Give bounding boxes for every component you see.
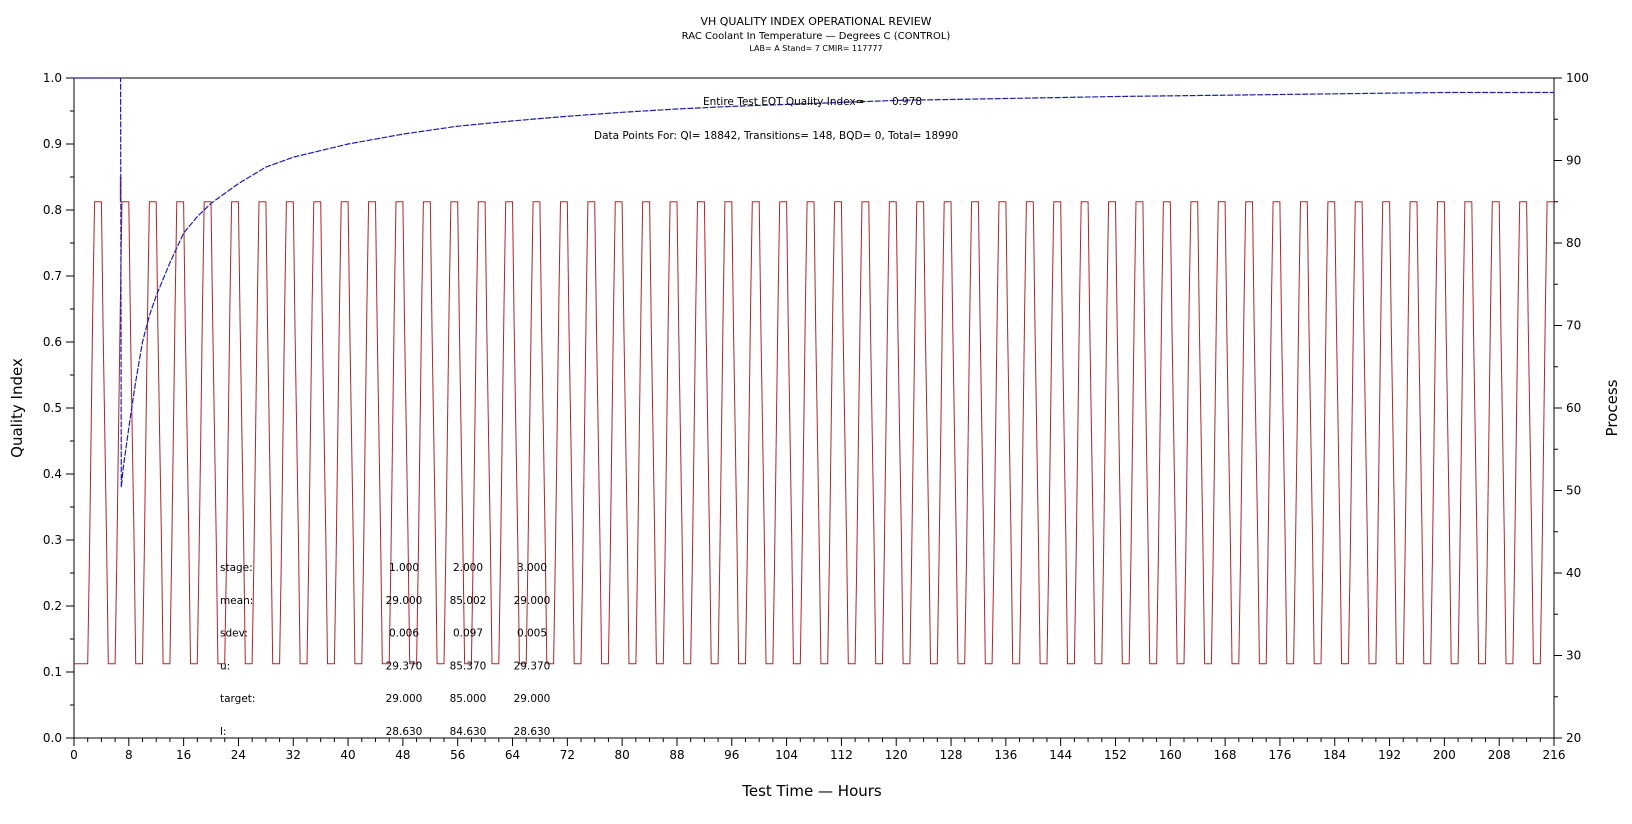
x-tick-label: 184 [1323,748,1346,762]
y-tick-label: 0.7 [43,269,62,283]
y2-tick-label: 50 [1566,484,1581,498]
stats-cell: 2.000 [453,562,483,574]
x-tick-label: 72 [560,748,575,762]
x-tick-label: 160 [1159,748,1182,762]
x-tick-label: 80 [615,748,630,762]
stats-row-label: stage: [220,562,253,574]
x-tick-label: 128 [940,748,963,762]
y2-tick-label: 70 [1566,319,1581,333]
x-tick-label: 136 [994,748,1017,762]
y-tick-label: 0.0 [43,731,62,745]
y-tick-label: 0.2 [43,599,62,613]
x-tick-label: 216 [1543,748,1566,762]
stats-cell: 29.370 [386,660,423,672]
stats-cell: 85.370 [450,660,487,672]
data-points-summary: Data Points For: QI= 18842, Transitions=… [594,130,958,142]
stats-cell: 0.006 [389,628,419,640]
x-tick-label: 192 [1378,748,1401,762]
chart-subtitle: RAC Coolant In Temperature — Degrees C (… [682,31,951,42]
x-tick-label: 144 [1049,748,1072,762]
stats-cell: 28.630 [386,726,423,738]
y-tick-label: 0.8 [43,203,62,217]
x-axis: 0 8 16 24 32 40 48 56 64 72 80 88 96 104 112 120 128 136 1… [70,738,1565,762]
x-tick-label: 16 [176,748,191,762]
y2-tick-label: 100 [1566,71,1589,85]
x-tick-label: 152 [1104,748,1127,762]
x-tick-label: 32 [286,748,301,762]
x-tick-label: 64 [505,748,520,762]
process-series [74,177,1554,665]
stats-cell: 29.000 [386,693,423,705]
y-tick-label: 0.5 [43,401,62,415]
stats-cell: 85.002 [450,595,487,607]
stats-cell: 1.000 [389,562,419,574]
stats-cell: 29.000 [514,693,551,705]
y-axis-right: 20 30 40 50 60 70 80 90 100 [1554,71,1589,745]
stats-table: stage: 1.000 2.000 3.000 mean: 29.000 85.002 29… [220,562,550,738]
stats-cell: 84.630 [450,726,487,738]
y-tick-label: 0.9 [43,137,62,151]
y-tick-label: 0.6 [43,335,62,349]
stats-row-label: target: [220,693,255,705]
stats-cell: 85.000 [450,693,487,705]
stats-cell: 0.097 [453,628,483,640]
y-axis-left: 0.0 0.1 0.2 0.3 0.4 0.5 0.6 0.7 0.8 0.9 1.0 [43,71,74,745]
x-tick-label: 56 [450,748,465,762]
stats-cell: 29.000 [386,595,423,607]
x-tick-label: 176 [1268,748,1291,762]
x-tick-label: 96 [724,748,739,762]
stats-cell: 3.000 [517,562,547,574]
stats-row-label: sdev: [220,628,248,640]
y2-axis-title: Process [1603,379,1621,436]
y2-tick-label: 20 [1566,731,1581,745]
x-tick-label: 168 [1214,748,1237,762]
eot-quality-label: Entire Test EOT Quality Index= [703,96,864,108]
x-tick-label: 40 [340,748,355,762]
y-tick-label: 1.0 [43,71,62,85]
process-line [74,201,1554,665]
y-tick-label: 0.3 [43,533,62,547]
chart-subtitle-lab: LAB= A Stand= 7 CMIR= 117777 [749,44,882,53]
stats-row-label: u: [220,660,230,672]
x-tick-label: 104 [775,748,798,762]
stats-cell: 29.370 [514,660,551,672]
stats-cell: 28.630 [514,726,551,738]
y-tick-label: 0.4 [43,467,62,481]
stats-row-label: l: [220,726,226,738]
x-tick-label: 48 [395,748,410,762]
stats-row-label: mean: [220,595,253,607]
x-tick-label: 88 [669,748,684,762]
y2-tick-label: 40 [1566,566,1581,580]
eot-quality-value: 0.978 [892,96,922,108]
y-axis-title: Quality Index [8,358,26,458]
quality-index-line [74,77,1554,488]
x-tick-label: 24 [231,748,246,762]
y2-tick-label: 90 [1566,154,1581,168]
y-tick-label: 0.1 [43,665,62,679]
x-axis-title: Test Time — Hours [741,782,882,800]
x-tick-label: 208 [1488,748,1511,762]
y2-tick-label: 60 [1566,401,1581,415]
x-tick-label: 8 [125,748,133,762]
x-tick-label: 120 [885,748,908,762]
quality-index-series [74,77,1554,488]
stats-cell: 29.000 [514,595,551,607]
x-tick-label: 200 [1433,748,1456,762]
stats-cell: 0.005 [517,628,547,640]
y2-tick-label: 30 [1566,649,1581,663]
x-tick-label: 112 [830,748,853,762]
chart-title: VH QUALITY INDEX OPERATIONAL REVIEW [700,15,931,28]
y2-tick-label: 80 [1566,236,1581,250]
x-tick-label: 0 [70,748,78,762]
